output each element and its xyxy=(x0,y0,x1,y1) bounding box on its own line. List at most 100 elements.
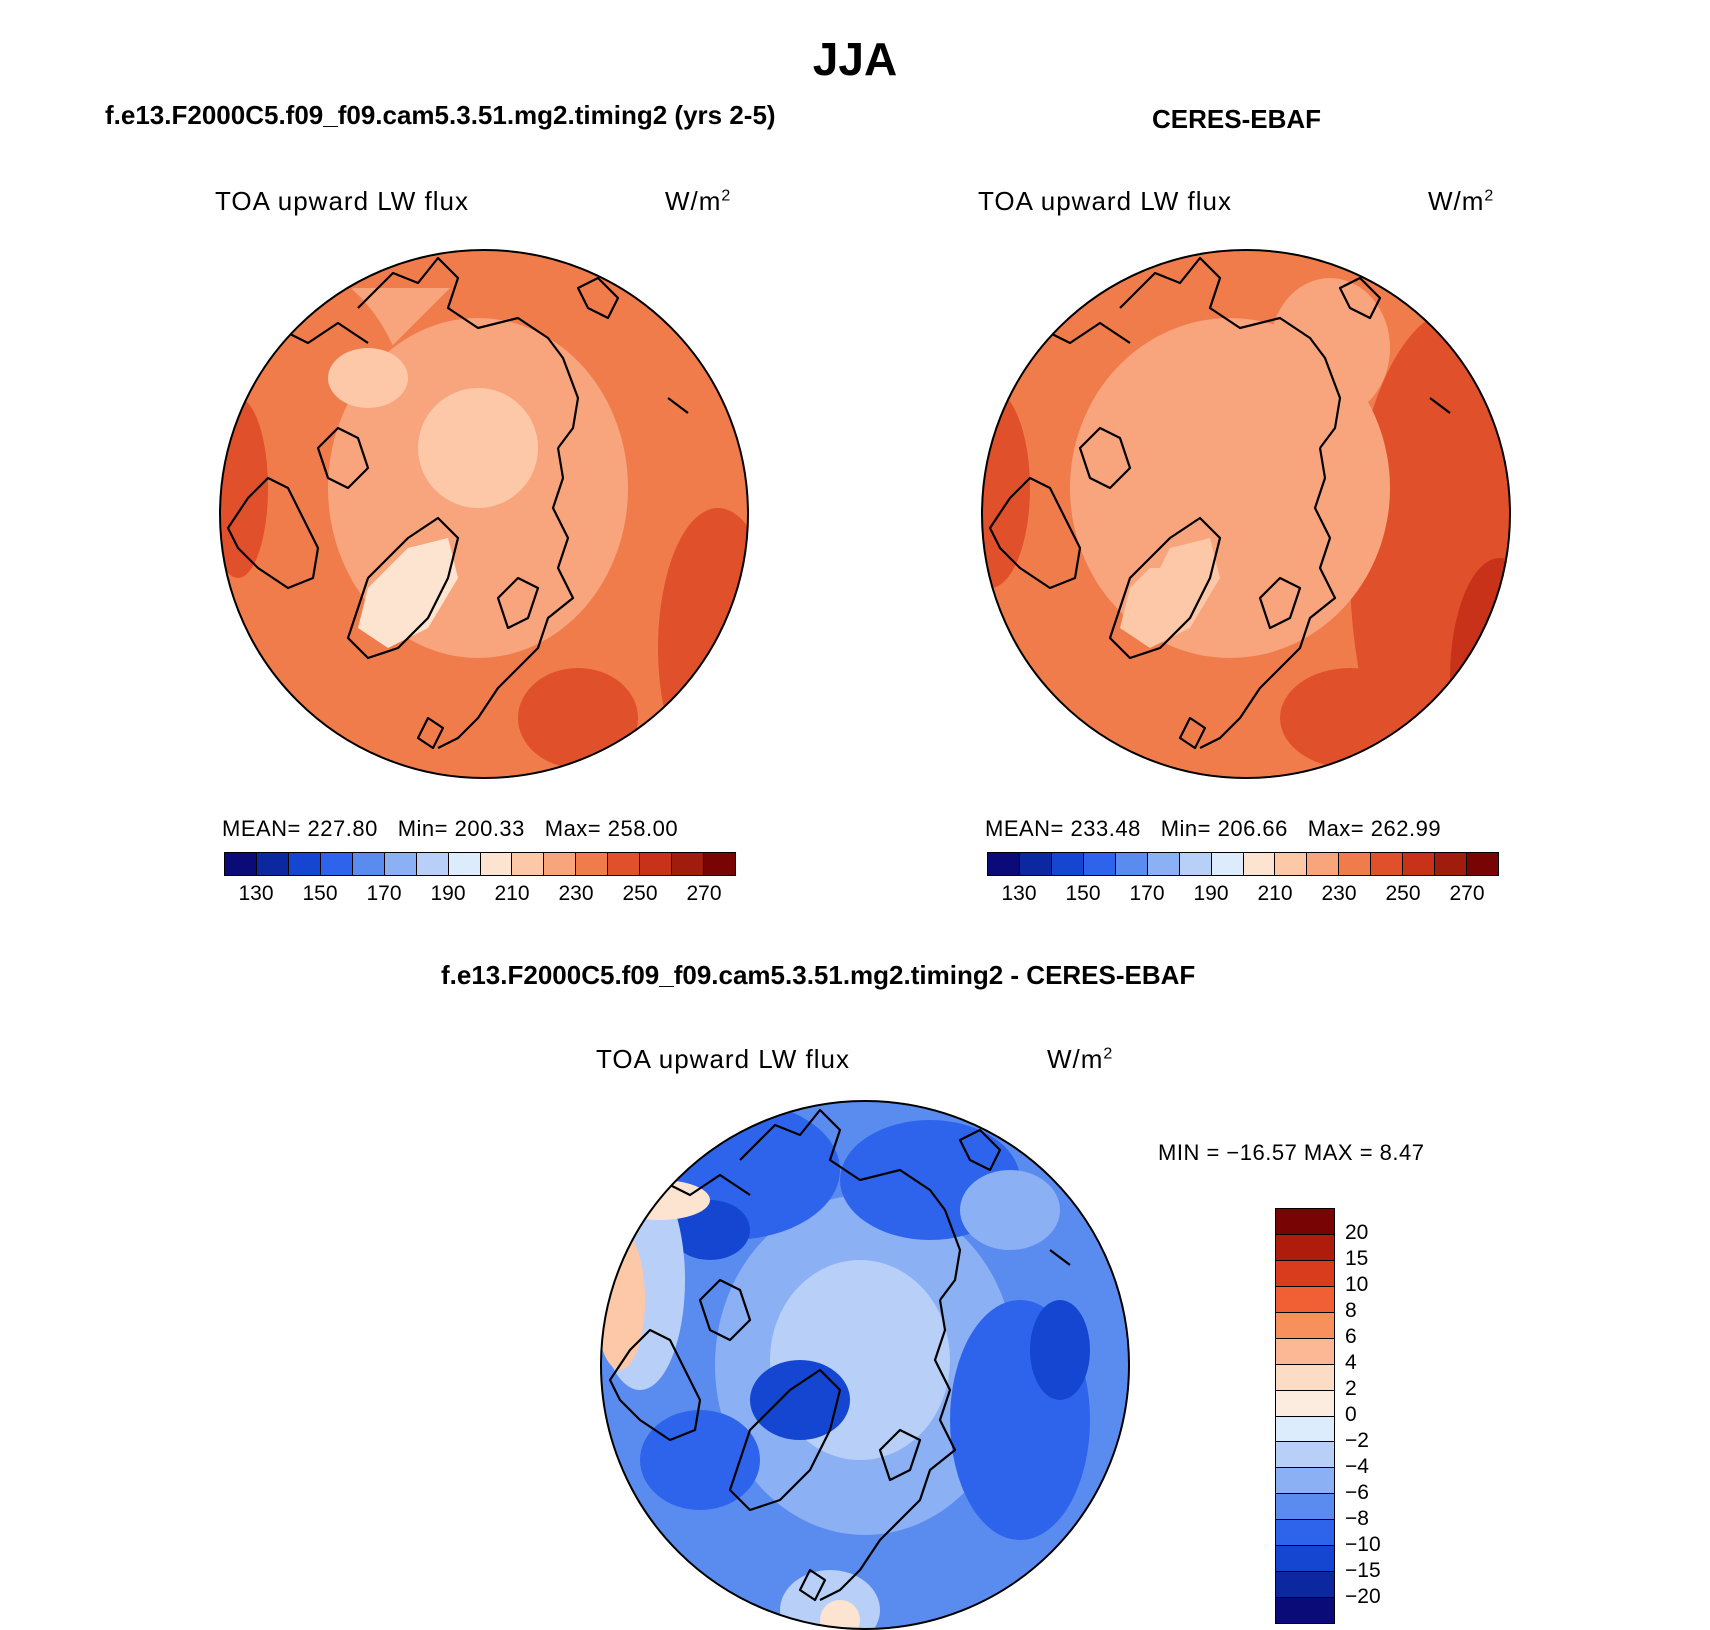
colorbar-tick-label: 270 xyxy=(1449,882,1485,905)
colorbar-tick-label: 270 xyxy=(686,882,722,905)
colorbar-box xyxy=(1276,1364,1334,1391)
panel2-mean: 233.48 xyxy=(1070,816,1141,841)
panel1-units: W/m2 xyxy=(665,186,732,216)
colorbar-tick-label: 150 xyxy=(302,882,338,905)
colorbar-box xyxy=(448,853,481,875)
colorbar-box xyxy=(1243,853,1276,875)
colorbar-box xyxy=(1276,1416,1334,1443)
colorbar-tick-label: 190 xyxy=(430,882,466,905)
colorbar-tick-label: 130 xyxy=(238,882,274,905)
colorbar-box xyxy=(256,853,289,875)
colorbar-tick-label: 210 xyxy=(1257,882,1293,905)
colorbar-box xyxy=(1276,1234,1334,1261)
colorbar-tick-label: −8 xyxy=(1345,1507,1369,1530)
colorbar-tick-label: −4 xyxy=(1345,1455,1369,1478)
colorbar-boxes xyxy=(987,852,1499,876)
panel2-variable: TOA upward LW flux xyxy=(978,186,1233,216)
panel1-variable: TOA upward LW flux xyxy=(215,186,470,216)
panel1-max: 258.00 xyxy=(607,816,679,841)
panel3-title: f.e13.F2000C5.f09_f09.cam5.3.51.mg2.timi… xyxy=(441,960,1196,990)
colorbar-box xyxy=(320,853,353,875)
panel2-min: 206.66 xyxy=(1217,816,1288,841)
colorbar-box xyxy=(1276,1520,1334,1547)
colorbar-box xyxy=(1019,853,1052,875)
colorbar-box xyxy=(1211,853,1244,875)
colorbar-tick-label: 150 xyxy=(1065,882,1101,905)
colorbar-tick-label: 230 xyxy=(1321,882,1357,905)
panel3-map xyxy=(600,1100,1130,1630)
panel3-units: W/m2 xyxy=(1047,1044,1114,1074)
colorbar-box xyxy=(1276,1572,1334,1599)
colorbar-box xyxy=(576,853,609,875)
colorbar-tick-label: 0 xyxy=(1345,1403,1357,1426)
colorbar-tick-label: −10 xyxy=(1345,1533,1381,1556)
colorbar-box xyxy=(1307,853,1340,875)
colorbar-box xyxy=(512,853,545,875)
colorbar-box xyxy=(1276,1312,1334,1339)
colorbar-tick-label: 10 xyxy=(1345,1273,1369,1296)
colorbar-box xyxy=(704,853,735,875)
colorbar-box xyxy=(608,853,641,875)
panel1-mean: 227.80 xyxy=(307,816,378,841)
colorbar-box xyxy=(1403,853,1436,875)
colorbar-box xyxy=(672,853,705,875)
panel1-stats: MEAN= 227.80 Min= 200.33 Max= 258.00 xyxy=(222,816,679,841)
colorbar-box xyxy=(1275,853,1308,875)
colorbar-box xyxy=(1371,853,1404,875)
panel3-variable: TOA upward LW flux xyxy=(596,1044,851,1074)
colorbar-box xyxy=(1276,1468,1334,1495)
colorbar-tick-label: 230 xyxy=(558,882,594,905)
panel2-title: CERES-EBAF xyxy=(1152,104,1322,134)
colorbar-box xyxy=(1276,1209,1334,1235)
colorbar-box xyxy=(640,853,673,875)
colorbar-tick-label: −2 xyxy=(1345,1429,1369,1452)
colorbar-box xyxy=(384,853,417,875)
colorbar-tick-label: 2 xyxy=(1345,1377,1357,1400)
colorbar-box xyxy=(288,853,321,875)
panel2-map xyxy=(981,249,1511,779)
colorbar-box xyxy=(225,853,257,875)
colorbar-tick-label: 20 xyxy=(1345,1221,1369,1244)
colorbar-box xyxy=(1051,853,1084,875)
panel1-title: f.e13.F2000C5.f09_f09.cam5.3.51.mg2.timi… xyxy=(105,100,776,130)
panel1-min: 200.33 xyxy=(454,816,525,841)
panel2-max: 262.99 xyxy=(1370,816,1442,841)
colorbar-box xyxy=(1147,853,1180,875)
colorbar-boxes xyxy=(1275,1208,1335,1624)
colorbar-tick-label: 190 xyxy=(1193,882,1229,905)
colorbar-tick-label: 6 xyxy=(1345,1325,1357,1348)
colorbar-box xyxy=(1115,853,1148,875)
colorbar-box xyxy=(1276,1338,1334,1365)
colorbar-tick-label: 4 xyxy=(1345,1351,1357,1374)
colorbar-box xyxy=(1276,1442,1334,1469)
panel3-minmax: MIN = −16.57 MAX = 8.47 xyxy=(1158,1140,1425,1165)
figure-title: JJA xyxy=(812,33,898,85)
colorbar-box xyxy=(1083,853,1116,875)
colorbar-tick-label: −6 xyxy=(1345,1481,1369,1504)
colorbar-tick-label: −15 xyxy=(1345,1559,1381,1582)
colorbar-box xyxy=(1276,1260,1334,1287)
panel1-colorbar: 130 150 170 190 210 230 250 270 xyxy=(224,852,736,906)
panel2-stats: MEAN= 233.48 Min= 206.66 Max= 262.99 xyxy=(985,816,1442,841)
colorbar-tick-label: 170 xyxy=(366,882,402,905)
colorbar-box xyxy=(480,853,513,875)
panel3-colorbar: 20 15 10 8 6 4 2 0 −2 −4 −6 −8 −10 −15 −20 xyxy=(1275,1208,1425,1628)
colorbar-box xyxy=(1276,1546,1334,1573)
colorbar-box xyxy=(544,853,577,875)
colorbar-tick-label: 250 xyxy=(1385,882,1421,905)
colorbar-tick-label: 210 xyxy=(494,882,530,905)
panel2-colorbar: 130 150 170 190 210 230 250 270 xyxy=(987,852,1499,906)
colorbar-box xyxy=(1276,1598,1334,1623)
colorbar-box xyxy=(1276,1494,1334,1521)
colorbar-box xyxy=(1467,853,1498,875)
colorbar-tick-label: 170 xyxy=(1129,882,1165,905)
colorbar-box xyxy=(1276,1390,1334,1417)
panel2-units: W/m2 xyxy=(1428,186,1495,216)
colorbar-box xyxy=(1179,853,1212,875)
colorbar-tick-label: 15 xyxy=(1345,1247,1369,1270)
colorbar-box xyxy=(352,853,385,875)
colorbar-box xyxy=(416,853,449,875)
colorbar-box xyxy=(988,853,1020,875)
colorbar-box xyxy=(1339,853,1372,875)
colorbar-tick-label: −20 xyxy=(1345,1585,1381,1608)
